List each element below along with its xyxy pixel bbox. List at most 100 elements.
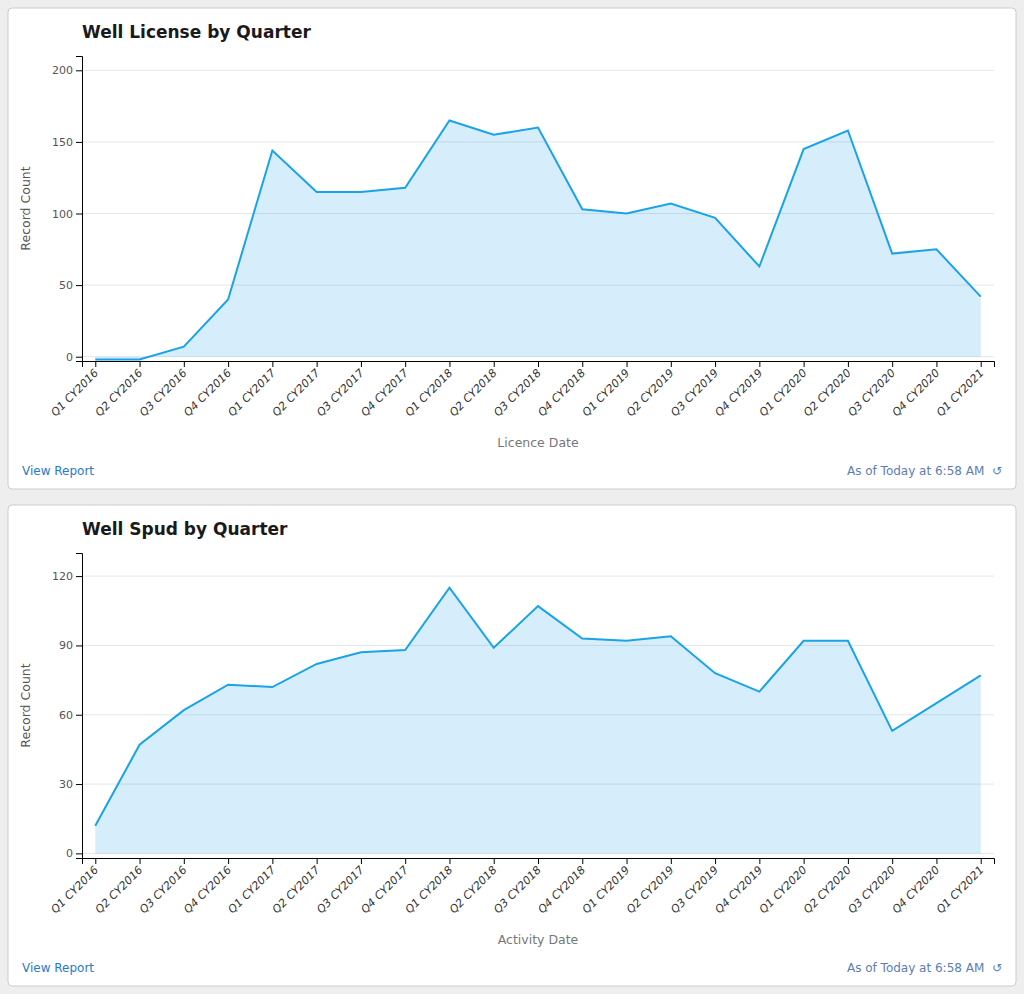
tick-mark <box>494 858 495 864</box>
tick-mark <box>95 858 96 864</box>
tick-mark <box>449 361 450 367</box>
tick-mark <box>184 858 185 864</box>
tick-mark <box>538 858 539 864</box>
line <box>95 120 980 359</box>
tick-mark <box>715 361 716 367</box>
tick-mark <box>405 361 406 367</box>
y-axis: 0 30 60 90 120 <box>52 554 83 861</box>
tick-mark <box>76 576 82 577</box>
tick-mark <box>76 142 82 143</box>
tick-mark <box>76 645 82 646</box>
tick-label: 150 <box>52 136 73 149</box>
tick-mark <box>272 361 273 367</box>
tick-label: 90 <box>59 639 73 652</box>
tick-mark <box>76 285 82 286</box>
tick-label: 0 <box>66 847 73 860</box>
tick-label: 100 <box>52 208 73 221</box>
axis-line <box>76 57 83 362</box>
title: Well License by Quarter <box>82 22 311 42</box>
plot-area: 0 50 100 150 200 Q1 CY2016Q2 CY2016Q3 CY2016Q… <box>48 57 994 420</box>
y-axis: 0 50 100 150 200 <box>52 57 83 364</box>
tick-mark <box>317 858 318 864</box>
tick-label: Q1 CY2021 <box>934 864 987 917</box>
tick-mark <box>804 858 805 864</box>
tick-mark <box>892 858 893 864</box>
tick: 200 <box>52 64 82 77</box>
tick-mark <box>715 858 716 864</box>
tick-mark <box>76 853 82 854</box>
tick-mark <box>538 361 539 367</box>
x-axis: Q1 CY2016Q2 CY2016Q3 CY2016Q4 CY2016Q1 C… <box>48 858 994 916</box>
tick-mark <box>228 361 229 367</box>
tick: 120 <box>52 570 82 583</box>
footer-link: View Report <box>22 464 94 478</box>
tick: 100 <box>52 208 82 221</box>
tick-mark <box>582 858 583 864</box>
tick-mark <box>494 361 495 367</box>
tick-mark <box>671 858 672 864</box>
area <box>95 588 980 854</box>
tick-mark <box>582 361 583 367</box>
y-axis-title: Record Count <box>18 663 33 747</box>
panel: 0 50 100 150 200 Q1 CY2016Q2 CY2016Q3 CY2016Q… <box>8 8 1016 489</box>
tick-mark <box>759 858 760 864</box>
tick: Q1 CY2021 <box>934 361 987 419</box>
tick-mark <box>76 214 82 215</box>
tick-mark <box>627 361 628 367</box>
tick-mark <box>449 858 450 864</box>
tick-mark <box>76 715 82 716</box>
tick-mark <box>76 784 82 785</box>
tick: 30 <box>59 778 82 791</box>
tick: Q1 CY2021 <box>934 858 987 916</box>
grid <box>82 576 994 853</box>
y-axis-title: Record Count <box>18 166 33 250</box>
title: Well Spud by Quarter <box>82 519 288 539</box>
tick-mark <box>848 858 849 864</box>
tick-label: 0 <box>66 351 73 364</box>
tick: 0 <box>66 351 82 364</box>
plot-area: 0 30 60 90 120 Q1 CY2016Q2 CY2016Q3 CY2016Q4 … <box>48 554 994 917</box>
x-axis-title: Licence Date <box>497 435 579 450</box>
marks <box>95 120 980 359</box>
line <box>95 588 980 826</box>
grid-line <box>82 576 994 577</box>
tick-mark <box>759 361 760 367</box>
tick: 0 <box>66 847 82 860</box>
axis-line <box>76 554 83 859</box>
panel-background <box>8 8 1016 489</box>
tick-label: 50 <box>59 279 73 292</box>
tick-mark <box>361 361 362 367</box>
tick-mark <box>981 361 982 367</box>
tick-mark <box>981 858 982 864</box>
x-axis: Q1 CY2016Q2 CY2016Q3 CY2016Q4 CY2016Q1 C… <box>48 361 994 419</box>
panel-background <box>8 505 1016 986</box>
tick-mark <box>361 858 362 864</box>
tick-mark <box>272 858 273 864</box>
tick-mark <box>892 361 893 367</box>
tick-mark <box>671 361 672 367</box>
tick: 50 <box>59 279 82 292</box>
tick-mark <box>76 357 82 358</box>
area <box>95 120 980 359</box>
tick-mark <box>140 361 141 367</box>
tick-mark <box>848 361 849 367</box>
axis-line <box>83 362 995 368</box>
tick-mark <box>76 70 82 71</box>
footer-note: As of Today at 6:58 AM ↺ <box>847 464 1002 478</box>
x-axis-title: Activity Date <box>498 932 579 947</box>
figure: 0 50 100 150 200 Q1 CY2016Q2 CY2016Q3 CY2016Q… <box>0 0 1024 994</box>
tick-mark <box>317 361 318 367</box>
footer-link: View Report <box>22 961 94 975</box>
tick-mark <box>936 361 937 367</box>
tick-label: 200 <box>52 64 73 77</box>
tick: 60 <box>59 709 82 722</box>
tick-mark <box>228 858 229 864</box>
tick-mark <box>936 858 937 864</box>
tick-mark <box>405 858 406 864</box>
tick-mark <box>804 361 805 367</box>
grid-line <box>82 70 994 71</box>
tick-label: 120 <box>52 570 73 583</box>
tick-label: 60 <box>59 709 73 722</box>
tick-label: Q1 CY2021 <box>934 367 987 420</box>
tick-label: 30 <box>59 778 73 791</box>
